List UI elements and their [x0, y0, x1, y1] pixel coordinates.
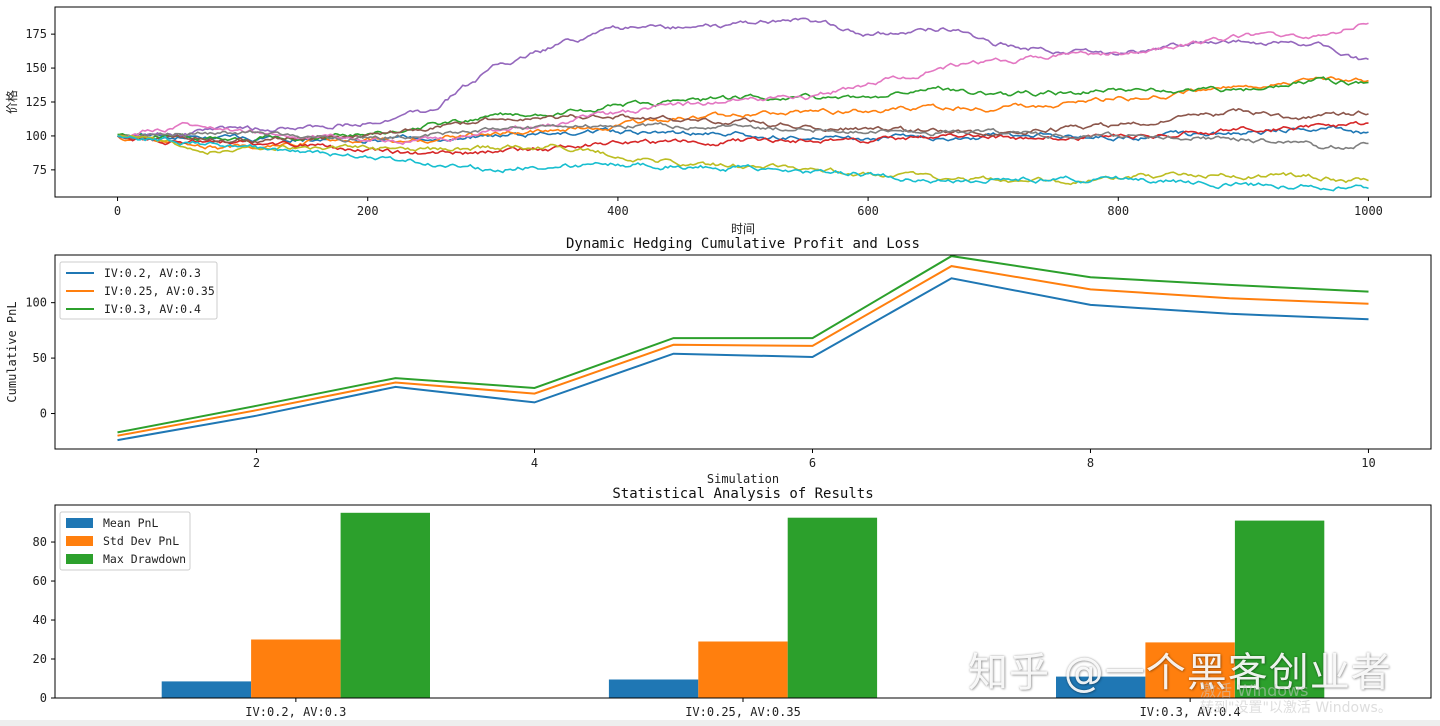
- stats-bars: [161, 512, 1325, 698]
- bar-mean-pnl-2: [608, 679, 699, 698]
- price-x-tick-label: 200: [357, 204, 379, 218]
- bar-mean-pnl-1: [161, 681, 252, 698]
- pnl-series-line-1: [117, 277, 1369, 442]
- price-path-line-5: [117, 17, 1369, 139]
- price-x-tick-label: 600: [857, 204, 879, 218]
- stats-y-tick-label: 0: [40, 691, 47, 705]
- price-paths-xlabel: 时间: [731, 222, 755, 236]
- bar-max-drawdown-1: [340, 512, 430, 698]
- pnl-x-tick-label: 8: [1087, 456, 1094, 470]
- price-path-line-10: [117, 135, 1369, 192]
- bottom-strip: [0, 720, 1440, 726]
- stats-y-tick-label: 80: [33, 535, 47, 549]
- legend-label-iv025: IV:0.25, AV:0.35: [104, 284, 215, 298]
- hedging-pnl-title: Dynamic Hedging Cumulative Profit and Lo…: [566, 236, 920, 252]
- legend-label-drawdown: Max Drawdown: [103, 552, 186, 566]
- hedging-pnl-frame: [54, 254, 1432, 450]
- pnl-y-tick-label: 0: [40, 407, 47, 421]
- price-y-tick-label: 175: [25, 27, 47, 41]
- price-y-tick-label: 150: [25, 61, 47, 75]
- price-x-tick-label: 800: [1107, 204, 1129, 218]
- legend-swatch-drawdown: [66, 554, 93, 564]
- stats-title: Statistical Analysis of Results: [612, 486, 873, 502]
- price-path-line-9: [117, 134, 1369, 186]
- stats-legend: Mean PnL Std Dev PnL Max Drawdown: [59, 511, 191, 571]
- price-paths-chart: 0 200 400 600 800 1000 75 100 125 150 175 时间 价格: [4, 6, 1432, 236]
- price-x-tick-label: 0: [114, 204, 121, 218]
- stats-x-tick-label: IV:0.25, AV:0.35: [685, 705, 801, 719]
- price-path-line-8: [117, 121, 1369, 151]
- hedging-pnl-lines: [117, 255, 1369, 442]
- legend-swatch-std: [66, 536, 93, 546]
- stats-y-tick-label: 60: [33, 574, 47, 588]
- legend-label-mean: Mean PnL: [103, 516, 158, 530]
- pnl-y-tick-label: 100: [25, 296, 47, 310]
- hedging-pnl-y-ticks: 0 50 100: [25, 296, 55, 421]
- pnl-x-tick-label: 4: [531, 456, 538, 470]
- stats-y-tick-label: 40: [33, 613, 47, 627]
- price-y-tick-label: 75: [33, 163, 47, 177]
- bar-max-drawdown-2: [787, 517, 878, 698]
- bar-max-drawdown-3: [1234, 520, 1325, 698]
- price-y-tick-label: 125: [25, 95, 47, 109]
- price-path-line-7: [117, 22, 1369, 146]
- price-paths-x-ticks: 0 200 400 600 800 1000: [114, 197, 1383, 218]
- activation-title: 激活 Windows: [1200, 681, 1309, 700]
- hedging-pnl-xlabel: Simulation: [707, 472, 779, 486]
- stats-x-tick-label: IV:0.3, AV:0.4: [1140, 705, 1241, 719]
- hedging-pnl-x-ticks: 2 4 6 8 10: [253, 449, 1376, 470]
- bar-std-dev-pnl-2: [698, 641, 788, 698]
- activation-subtitle: 转到"设置"以激活 Windows。: [1200, 700, 1392, 716]
- legend-label-iv02: IV:0.2, AV:0.3: [104, 266, 201, 280]
- watermark-text: 知乎 @一个黑客创业者: [968, 650, 1392, 696]
- bar-std-dev-pnl-1: [251, 639, 341, 698]
- hedging-pnl-ylabel: Cumulative PnL: [5, 301, 19, 402]
- legend-label-iv03: IV:0.3, AV:0.4: [104, 302, 201, 316]
- price-paths-lines: [116, 17, 1369, 192]
- price-paths-y-ticks: 75 100 125 150 175: [25, 27, 55, 177]
- price-x-tick-label: 1000: [1354, 204, 1383, 218]
- hedging-pnl-legend: IV:0.2, AV:0.3 IV:0.25, AV:0.35 IV:0.3, …: [59, 261, 218, 320]
- pnl-x-tick-label: 2: [253, 456, 260, 470]
- price-path-line-3: [117, 76, 1369, 144]
- bar-mean-pnl-3: [1056, 676, 1146, 698]
- stats-x-tick-label: IV:0.2, AV:0.3: [245, 705, 346, 719]
- pnl-series-line-2: [117, 265, 1369, 437]
- price-y-tick-label: 100: [25, 129, 47, 143]
- price-paths-ylabel: 价格: [4, 90, 19, 114]
- pnl-series-line-3: [117, 255, 1369, 434]
- price-path-line-4: [117, 120, 1369, 156]
- pnl-y-tick-label: 50: [33, 351, 47, 365]
- price-x-tick-label: 400: [607, 204, 629, 218]
- legend-label-std: Std Dev PnL: [103, 534, 179, 548]
- bar-std-dev-pnl-3: [1145, 642, 1235, 698]
- legend-swatch-mean: [66, 518, 93, 528]
- pnl-x-tick-label: 10: [1361, 456, 1375, 470]
- hedging-pnl-chart: Dynamic Hedging Cumulative Profit and Lo…: [5, 236, 1432, 486]
- stats-x-ticks: IV:0.2, AV:0.3 IV:0.25, AV:0.35 IV:0.3, AV…: [245, 698, 1241, 719]
- stats-y-tick-label: 20: [33, 652, 47, 666]
- pnl-x-tick-label: 6: [809, 456, 816, 470]
- stats-y-ticks: 0 20 40 60 80: [33, 535, 55, 705]
- stats-bar-chart: Statistical Analysis of Results IV:0.2, …: [33, 486, 1432, 719]
- hedging-pnl-legend-box: [59, 261, 218, 320]
